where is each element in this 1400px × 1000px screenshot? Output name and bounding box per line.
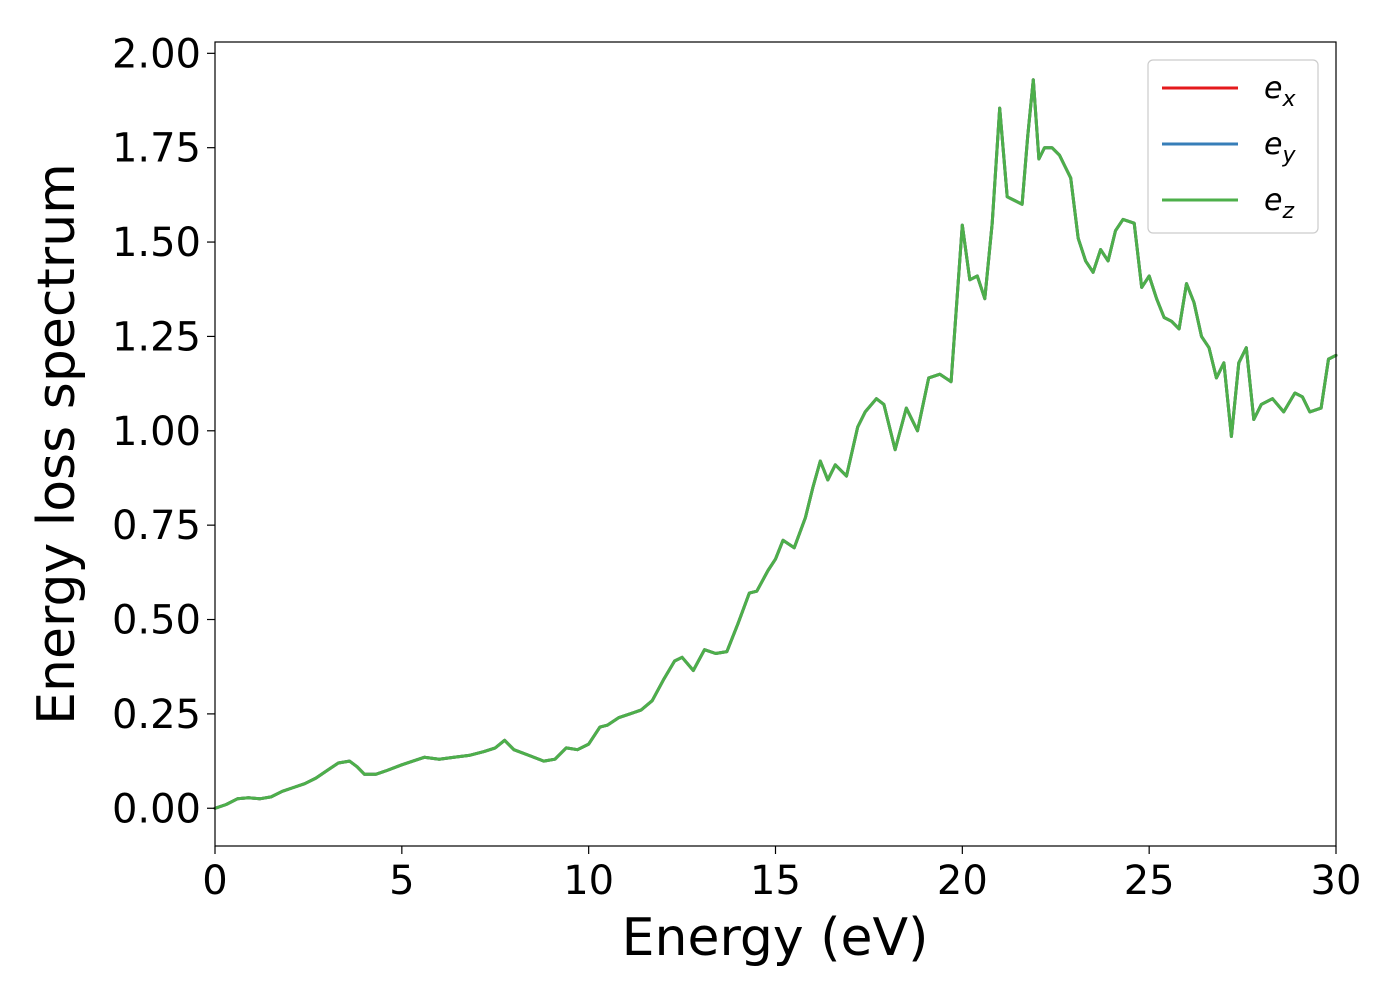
x-tick-label: 10 — [563, 858, 614, 904]
x-tick-label: 25 — [1124, 858, 1175, 904]
y-axis-label: Energy loss spectrum — [27, 163, 87, 725]
legend-label-e-x: ex — [1264, 71, 1296, 112]
y-tick-label: 1.00 — [112, 409, 201, 455]
legend-label-e-y: ey — [1264, 127, 1296, 168]
y-tick-label: 0.75 — [112, 503, 201, 549]
x-tick-label: 5 — [389, 858, 414, 904]
legend-box — [1147, 59, 1319, 234]
y-tick-label: 2.00 — [112, 31, 201, 77]
y-tick-label: 1.25 — [112, 314, 201, 360]
x-tick-label: 15 — [750, 858, 801, 904]
legend: ex ey ez — [1147, 59, 1319, 234]
y-tick-label: 0.25 — [112, 692, 201, 738]
x-axis-label: Energy (eV) — [622, 908, 929, 968]
x-tick-label: 30 — [1311, 858, 1362, 904]
series-line-e-z — [213, 78, 1338, 810]
series-layer — [213, 78, 1338, 810]
x-axis-ticks: 0 5 10 15 20 25 30 — [202, 846, 1361, 904]
y-tick-label: 1.50 — [112, 220, 201, 266]
x-tick-label: 0 — [202, 858, 227, 904]
x-tick-label: 20 — [937, 858, 988, 904]
y-tick-label: 0.00 — [112, 786, 201, 832]
legend-label-e-z: ez — [1264, 183, 1294, 224]
y-axis-ticks: 0.00 0.25 0.50 0.75 1.00 1.25 1.50 1.75 2.00 — [112, 31, 215, 832]
y-tick-label: 0.50 — [112, 598, 201, 644]
y-tick-label: 1.75 — [112, 126, 201, 172]
